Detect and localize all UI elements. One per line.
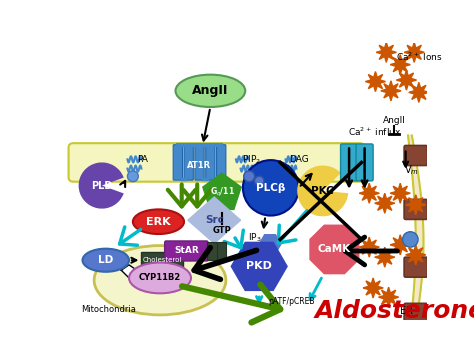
FancyBboxPatch shape — [404, 199, 428, 219]
Text: PA: PA — [137, 155, 148, 164]
Polygon shape — [381, 81, 401, 101]
Text: PLCβ: PLCβ — [256, 183, 285, 193]
Text: LD: LD — [98, 255, 113, 265]
Ellipse shape — [129, 262, 191, 293]
Wedge shape — [297, 165, 348, 216]
Text: GTP: GTP — [213, 226, 231, 235]
Text: AT1R: AT1R — [187, 161, 211, 170]
Ellipse shape — [133, 209, 184, 234]
Ellipse shape — [175, 75, 245, 107]
Text: AngII: AngII — [192, 84, 228, 97]
Text: PIP$_2$: PIP$_2$ — [242, 153, 261, 165]
Polygon shape — [406, 195, 426, 215]
Text: Src: Src — [205, 215, 224, 225]
Polygon shape — [408, 135, 423, 305]
Circle shape — [243, 160, 299, 215]
FancyBboxPatch shape — [184, 145, 193, 180]
Polygon shape — [359, 183, 379, 203]
Polygon shape — [376, 42, 396, 62]
Text: PLD: PLD — [91, 181, 112, 191]
Circle shape — [402, 232, 418, 247]
FancyBboxPatch shape — [356, 144, 373, 181]
Polygon shape — [365, 71, 385, 92]
Text: Ca$^{2+}$ Ions: Ca$^{2+}$ Ions — [396, 51, 443, 63]
Polygon shape — [203, 173, 241, 209]
Text: StAR: StAR — [174, 247, 199, 256]
Polygon shape — [310, 225, 359, 274]
Circle shape — [128, 171, 138, 182]
Ellipse shape — [82, 249, 129, 272]
FancyBboxPatch shape — [217, 242, 226, 260]
Text: Ca$^{2+}$ influx: Ca$^{2+}$ influx — [348, 125, 401, 138]
Circle shape — [255, 176, 264, 186]
Circle shape — [244, 171, 255, 182]
Polygon shape — [363, 278, 383, 298]
FancyBboxPatch shape — [195, 145, 204, 180]
Text: IP$_3$: IP$_3$ — [248, 232, 261, 244]
Text: pATF/pCREB: pATF/pCREB — [268, 297, 315, 306]
FancyBboxPatch shape — [69, 143, 365, 182]
Text: PKC: PKC — [311, 186, 334, 196]
Text: V$_{m}$: V$_{m}$ — [404, 163, 419, 177]
Text: DAG: DAG — [290, 155, 310, 164]
Ellipse shape — [94, 246, 226, 315]
Polygon shape — [379, 287, 399, 307]
Polygon shape — [404, 42, 424, 62]
Polygon shape — [406, 245, 426, 265]
Polygon shape — [231, 242, 287, 290]
Text: AngII: AngII — [383, 116, 405, 125]
FancyBboxPatch shape — [173, 145, 182, 180]
Polygon shape — [409, 82, 429, 102]
Polygon shape — [259, 235, 281, 253]
Polygon shape — [188, 197, 241, 243]
Text: Cholesterol: Cholesterol — [143, 257, 182, 263]
Text: PKD: PKD — [246, 261, 272, 271]
Polygon shape — [390, 183, 410, 203]
FancyBboxPatch shape — [217, 145, 226, 180]
FancyBboxPatch shape — [404, 145, 428, 165]
Wedge shape — [79, 162, 124, 209]
Text: Mitochondria: Mitochondria — [81, 305, 136, 314]
Polygon shape — [121, 262, 187, 289]
Text: ERK: ERK — [146, 217, 171, 227]
FancyBboxPatch shape — [404, 303, 428, 323]
Polygon shape — [359, 237, 379, 257]
FancyBboxPatch shape — [141, 252, 183, 269]
FancyBboxPatch shape — [207, 242, 217, 260]
Polygon shape — [390, 55, 410, 75]
Text: CYP11B2: CYP11B2 — [139, 274, 181, 283]
Polygon shape — [374, 193, 395, 213]
Text: G$_q$/11: G$_q$/11 — [210, 186, 235, 199]
FancyBboxPatch shape — [164, 241, 208, 261]
Polygon shape — [396, 70, 417, 90]
Text: CaMK: CaMK — [318, 244, 351, 255]
Polygon shape — [374, 247, 395, 267]
Polygon shape — [390, 235, 410, 255]
FancyBboxPatch shape — [341, 144, 357, 181]
FancyBboxPatch shape — [206, 145, 215, 180]
Text: Aldosterone: Aldosterone — [315, 299, 474, 323]
Text: ER: ER — [400, 306, 413, 316]
FancyBboxPatch shape — [404, 257, 428, 277]
